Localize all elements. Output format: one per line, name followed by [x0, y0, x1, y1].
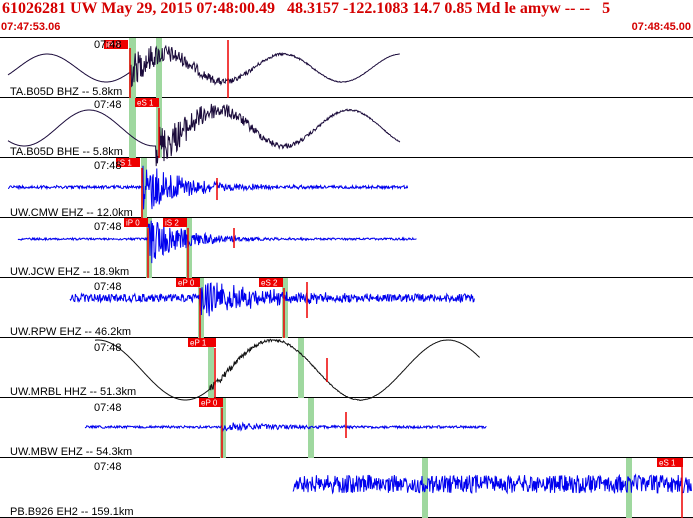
s-pick-window — [298, 338, 304, 398]
trace-label: UW.JCW EHZ -- 18.9km — [10, 266, 129, 278]
trace-time-label: 07:48 — [94, 221, 122, 233]
event-header: 61026281 UW May 29, 2015 07:48:00.49 48.… — [0, 0, 693, 38]
trace-label: TA.B05D BHZ -- 5.8km — [10, 86, 122, 98]
trace-label: TA.B05D BHE -- 5.8km — [10, 146, 123, 158]
s-pick-window — [308, 398, 314, 458]
trace-time-label: 07:48 — [94, 402, 122, 414]
trace-panel[interactable]: eS 1 07:48 PB.B926 EH2 -- 159.1km — [10, 458, 692, 518]
pick-flag — [135, 98, 159, 107]
trace-time-label: 07:48 — [94, 281, 122, 293]
pick-label: eS 1 — [659, 459, 676, 468]
pick-label: eP 1 — [190, 339, 207, 348]
pick-label: iP 0 — [106, 41, 120, 50]
p-pick-window — [129, 98, 136, 158]
waveform — [7, 44, 400, 88]
pick-label: iP 0 — [126, 219, 140, 228]
trace-label: PB.B926 EH2 -- 159.1km — [10, 506, 134, 518]
trace-label: UW.CMW EHZ -- 12.0km — [10, 207, 133, 219]
s-pick-window — [282, 278, 288, 338]
waveform — [69, 282, 475, 317]
trace-time-label: 07:48 — [94, 160, 122, 172]
pick-flag — [199, 398, 223, 407]
waveform — [7, 103, 401, 167]
pick-flag — [124, 218, 148, 227]
pick-label: eS 2 — [261, 279, 278, 288]
s-pick-window — [156, 38, 162, 98]
trace-label: UW.RPW EHZ -- 46.2km — [10, 326, 131, 338]
waveform — [8, 165, 409, 210]
p-pick-window — [129, 38, 136, 98]
waveform — [94, 338, 480, 401]
trace-label: UW.MRBL HHZ -- 51.3km — [10, 386, 136, 398]
pick-label: eS 1 — [137, 99, 154, 108]
window-end-time: 07:48:45.00 — [631, 21, 691, 33]
pick-flag — [176, 278, 200, 287]
pick-flag — [259, 278, 283, 287]
trace-time-label: 07:48 — [94, 99, 122, 111]
pick-flag — [188, 338, 216, 347]
p-pick-window — [141, 158, 147, 218]
trace-panel[interactable]: iP 0 iS 2 07:48 UW.JCW EHZ -- 18.9km — [10, 218, 417, 278]
pick-flag — [163, 218, 187, 227]
waveform — [17, 220, 417, 264]
trace-time-label: 07:48 — [94, 39, 122, 51]
pick-label: eP 0 — [201, 399, 218, 408]
trace-panel[interactable]: eP 1 07:48 UW.MRBL HHZ -- 51.3km — [10, 338, 480, 401]
trace-panel[interactable]: eP 0 07:48 UW.MBW EHZ -- 54.3km — [10, 398, 487, 458]
trace-panel[interactable]: eS 1 07:48 TA.B05D BHE -- 5.8km — [7, 98, 401, 167]
pick-flag — [104, 40, 128, 49]
pick-label: iS 1 — [118, 159, 132, 168]
trace-panel[interactable]: eP 0 eS 2 07:48 UW.RPW EHZ -- 46.2km — [10, 278, 475, 338]
p-pick-window — [208, 338, 214, 398]
window-start-time: 07:47:53.06 — [1, 21, 61, 33]
trace-panel[interactable]: iP 0 07:48 TA.B05D BHZ -- 5.8km — [7, 38, 400, 98]
waveform — [292, 473, 692, 495]
p-pick-window — [146, 218, 152, 278]
pick-label: eP 0 — [178, 279, 195, 288]
trace-time-label: 07:48 — [94, 342, 122, 354]
s-pick-window — [626, 458, 632, 518]
pick-flag — [657, 458, 683, 467]
waveform — [84, 421, 487, 433]
trace-panel[interactable]: iS 1 07:48 UW.CMW EHZ -- 12.0km — [8, 158, 409, 219]
pick-label: iS 2 — [165, 219, 179, 228]
trace-time-label: 07:48 — [94, 461, 122, 473]
p-pick-window — [220, 398, 226, 458]
pick-flag — [116, 158, 140, 167]
event-title: 61026281 UW May 29, 2015 07:48:00.49 48.… — [2, 0, 611, 17]
s-pick-window — [186, 218, 192, 278]
trace-label: UW.MBW EHZ -- 54.3km — [10, 446, 132, 458]
